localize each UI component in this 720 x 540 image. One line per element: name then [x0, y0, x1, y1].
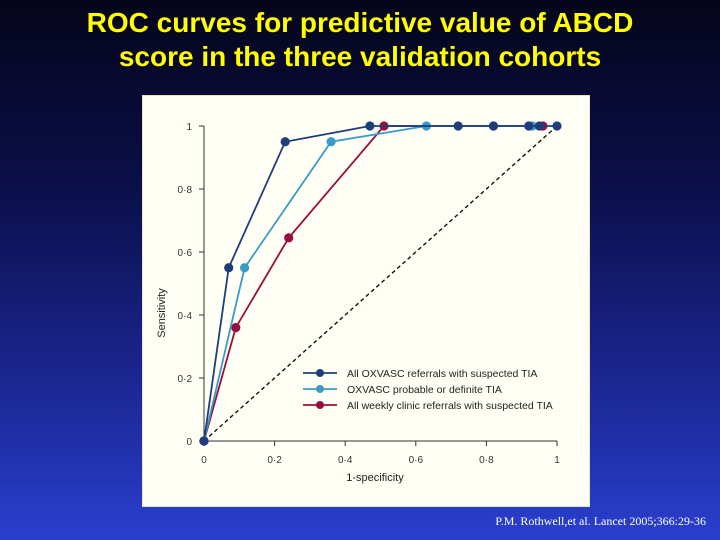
legend-label: All OXVASC referrals with suspected TIA [347, 368, 537, 380]
roc-chart: 00 0·2 0·2 0·4 0·4 0·6 0·6 0·8 0·8 1 1 All OXVASC … [156, 121, 562, 484]
series-3 [199, 121, 548, 446]
y-tick-label: 1 [186, 122, 192, 133]
legend-swatch-marker [316, 385, 324, 393]
series-layer [199, 121, 562, 446]
chance-diagonal-line [203, 125, 558, 442]
series-1-point [365, 121, 375, 131]
axes: 00 0·2 0·2 0·4 0·4 0·6 0·6 0·8 0·8 1 1 [178, 122, 561, 466]
legend-swatch-marker [316, 369, 324, 377]
series-3-point [231, 323, 241, 333]
series-1-point [453, 121, 463, 131]
series-1-point [224, 263, 234, 273]
legend: All OXVASC referrals with suspected TIA O… [303, 368, 553, 412]
series-1-point [534, 121, 544, 131]
legend-label: All weekly clinic referrals with suspect… [347, 400, 553, 412]
y-tick-label: 0·8 [178, 185, 193, 196]
series-2-point [239, 263, 250, 273]
y-axis-title: Sensitivity [156, 288, 168, 338]
x-tick-label: 1 [554, 455, 560, 466]
series-1-point [488, 121, 499, 131]
y-tick-label: 0·4 [178, 311, 193, 322]
series-1 [199, 121, 562, 446]
series-1-point [552, 121, 562, 131]
x-tick-label: 0·4 [338, 455, 353, 466]
series-3-point [284, 233, 294, 243]
y-tick-label: 0 [186, 437, 192, 448]
legend-label: OXVASC probable or definite TIA [347, 384, 502, 396]
reference-diagonal [203, 125, 558, 442]
series-1-point [199, 436, 209, 446]
slide-title: ROC curves for predictive value of ABCD … [0, 6, 720, 74]
x-tick-label: 0·6 [409, 455, 424, 466]
citation: P.M. Rothwell,et al. Lancet 2005;366:29-… [495, 514, 706, 528]
slide-title-line-2: score in the three validation cohorts [118, 41, 602, 72]
x-tick-label: 0 [201, 455, 207, 466]
y-tick-label: 0·2 [178, 374, 193, 385]
series-2 [199, 121, 537, 446]
x-axis-title: 1-specificity [346, 472, 404, 484]
series-2-point [326, 137, 336, 147]
x-tick-label: 0·2 [267, 455, 282, 466]
x-tick-label: 0·8 [479, 455, 494, 466]
y-tick-label: 0·6 [178, 248, 193, 259]
slide-title-line-1: ROC curves for predictive value of ABCD [86, 7, 634, 38]
chart-panel: 0 0 0·2 0·2 0·4 0·4 0·6 0·6 0·8 0·8 1 1 All OXVASC … [142, 95, 590, 507]
legend-swatch-marker [316, 401, 324, 409]
series-1-point [280, 137, 290, 147]
series-1-point [524, 121, 534, 131]
